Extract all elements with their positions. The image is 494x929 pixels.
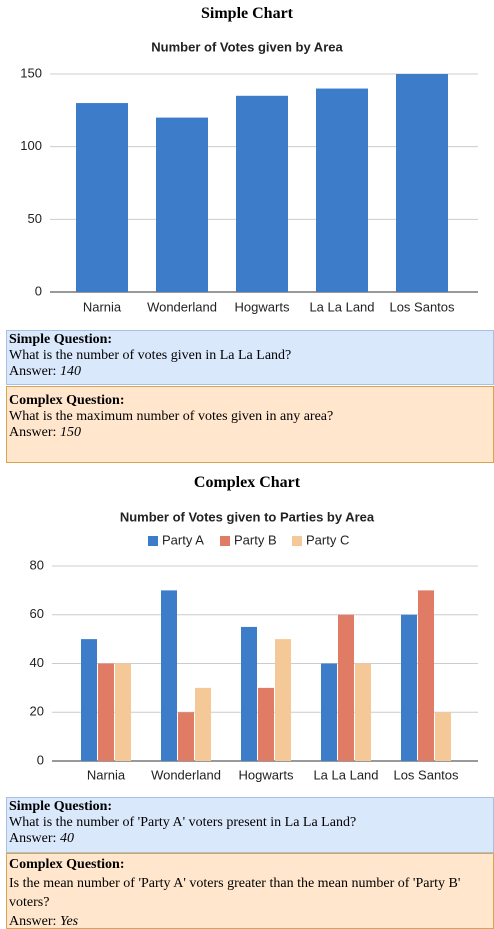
chart: Number of Votes given by Area 0 50 100 150 Na… bbox=[20, 39, 478, 314]
y-tick-label: 150 bbox=[20, 65, 42, 80]
bar bbox=[355, 663, 371, 761]
bar bbox=[418, 590, 434, 761]
legend-swatch bbox=[220, 536, 230, 546]
bar bbox=[401, 614, 417, 761]
answer-label: Answer: bbox=[9, 425, 57, 440]
bar bbox=[98, 663, 114, 761]
answer-label: Answer: bbox=[9, 914, 57, 929]
bar bbox=[275, 639, 291, 761]
bar bbox=[115, 663, 131, 761]
question: What is the number of votes given in La … bbox=[9, 348, 292, 363]
y-tick-label: 50 bbox=[28, 211, 42, 226]
x-tick-label: Wonderland bbox=[147, 299, 217, 314]
x-tick-label: Wonderland bbox=[151, 767, 221, 782]
section-heading: Complex Chart bbox=[193, 474, 301, 491]
question: What is the number of 'Party A' voters p… bbox=[9, 815, 357, 830]
legend-swatch bbox=[148, 536, 158, 546]
bar bbox=[161, 590, 177, 761]
legend-label: Party B bbox=[234, 532, 277, 547]
chart: Number of Votes given to Parties by Area… bbox=[30, 509, 478, 782]
y-tick-label: 40 bbox=[30, 655, 44, 670]
x-tick-label: Hogwarts bbox=[239, 767, 294, 782]
y-tick-label: 0 bbox=[35, 283, 42, 298]
qa-box: Simple Question: What is the number of '… bbox=[6, 797, 494, 853]
y-tick-label: 80 bbox=[30, 557, 44, 572]
bar bbox=[81, 639, 97, 761]
y-tick-label: 0 bbox=[37, 752, 44, 767]
answer: 140 bbox=[59, 364, 81, 379]
chart-title: Number of Votes given to Parties by Area bbox=[120, 509, 375, 524]
x-tick-label: Los Santos bbox=[393, 767, 459, 782]
bar bbox=[435, 712, 451, 761]
bar bbox=[321, 663, 337, 761]
x-tick-label: Hogwarts bbox=[235, 299, 290, 314]
bar bbox=[338, 614, 354, 761]
bar bbox=[236, 95, 288, 292]
answer: 40 bbox=[59, 831, 74, 846]
bar bbox=[195, 687, 211, 761]
qa-label: Simple Question: bbox=[9, 332, 113, 347]
section-heading: Simple Chart bbox=[201, 5, 293, 22]
chart-title: Number of Votes given by Area bbox=[151, 39, 343, 54]
answer: Yes bbox=[59, 914, 79, 929]
legend-label: Party A bbox=[162, 532, 204, 547]
bar bbox=[156, 117, 208, 292]
bar bbox=[316, 88, 368, 293]
question: Is the mean number of 'Party A' voters g… bbox=[9, 876, 461, 910]
bar bbox=[76, 103, 128, 292]
x-tick-label: Narnia bbox=[87, 767, 126, 782]
legend-label: Party C bbox=[306, 532, 349, 547]
bar bbox=[396, 74, 448, 292]
x-tick-label: La La Land bbox=[309, 299, 374, 314]
y-tick-label: 60 bbox=[30, 606, 44, 621]
qa-box: Complex Question: What is the maximum nu… bbox=[6, 386, 494, 463]
bar bbox=[178, 712, 194, 761]
y-tick-label: 20 bbox=[30, 704, 44, 719]
answer: 150 bbox=[59, 425, 81, 440]
bar bbox=[241, 626, 257, 761]
x-tick-label: Los Santos bbox=[389, 299, 455, 314]
qa-box: Complex Question: Is the mean number of … bbox=[6, 853, 494, 929]
question: What is the maximum number of votes give… bbox=[9, 409, 334, 424]
qa-box: Simple Question: What is the number of v… bbox=[6, 330, 494, 385]
answer-label: Answer: bbox=[9, 364, 57, 379]
x-tick-label: Narnia bbox=[83, 299, 122, 314]
x-tick-label: La La Land bbox=[313, 767, 378, 782]
qa-label: Simple Question: bbox=[9, 799, 113, 814]
qa-label: Complex Question: bbox=[9, 393, 125, 408]
answer-label: Answer: bbox=[9, 831, 57, 846]
legend-swatch bbox=[292, 536, 302, 546]
y-tick-label: 100 bbox=[20, 138, 42, 153]
bar bbox=[258, 687, 274, 761]
qa-label: Complex Question: bbox=[9, 857, 125, 872]
